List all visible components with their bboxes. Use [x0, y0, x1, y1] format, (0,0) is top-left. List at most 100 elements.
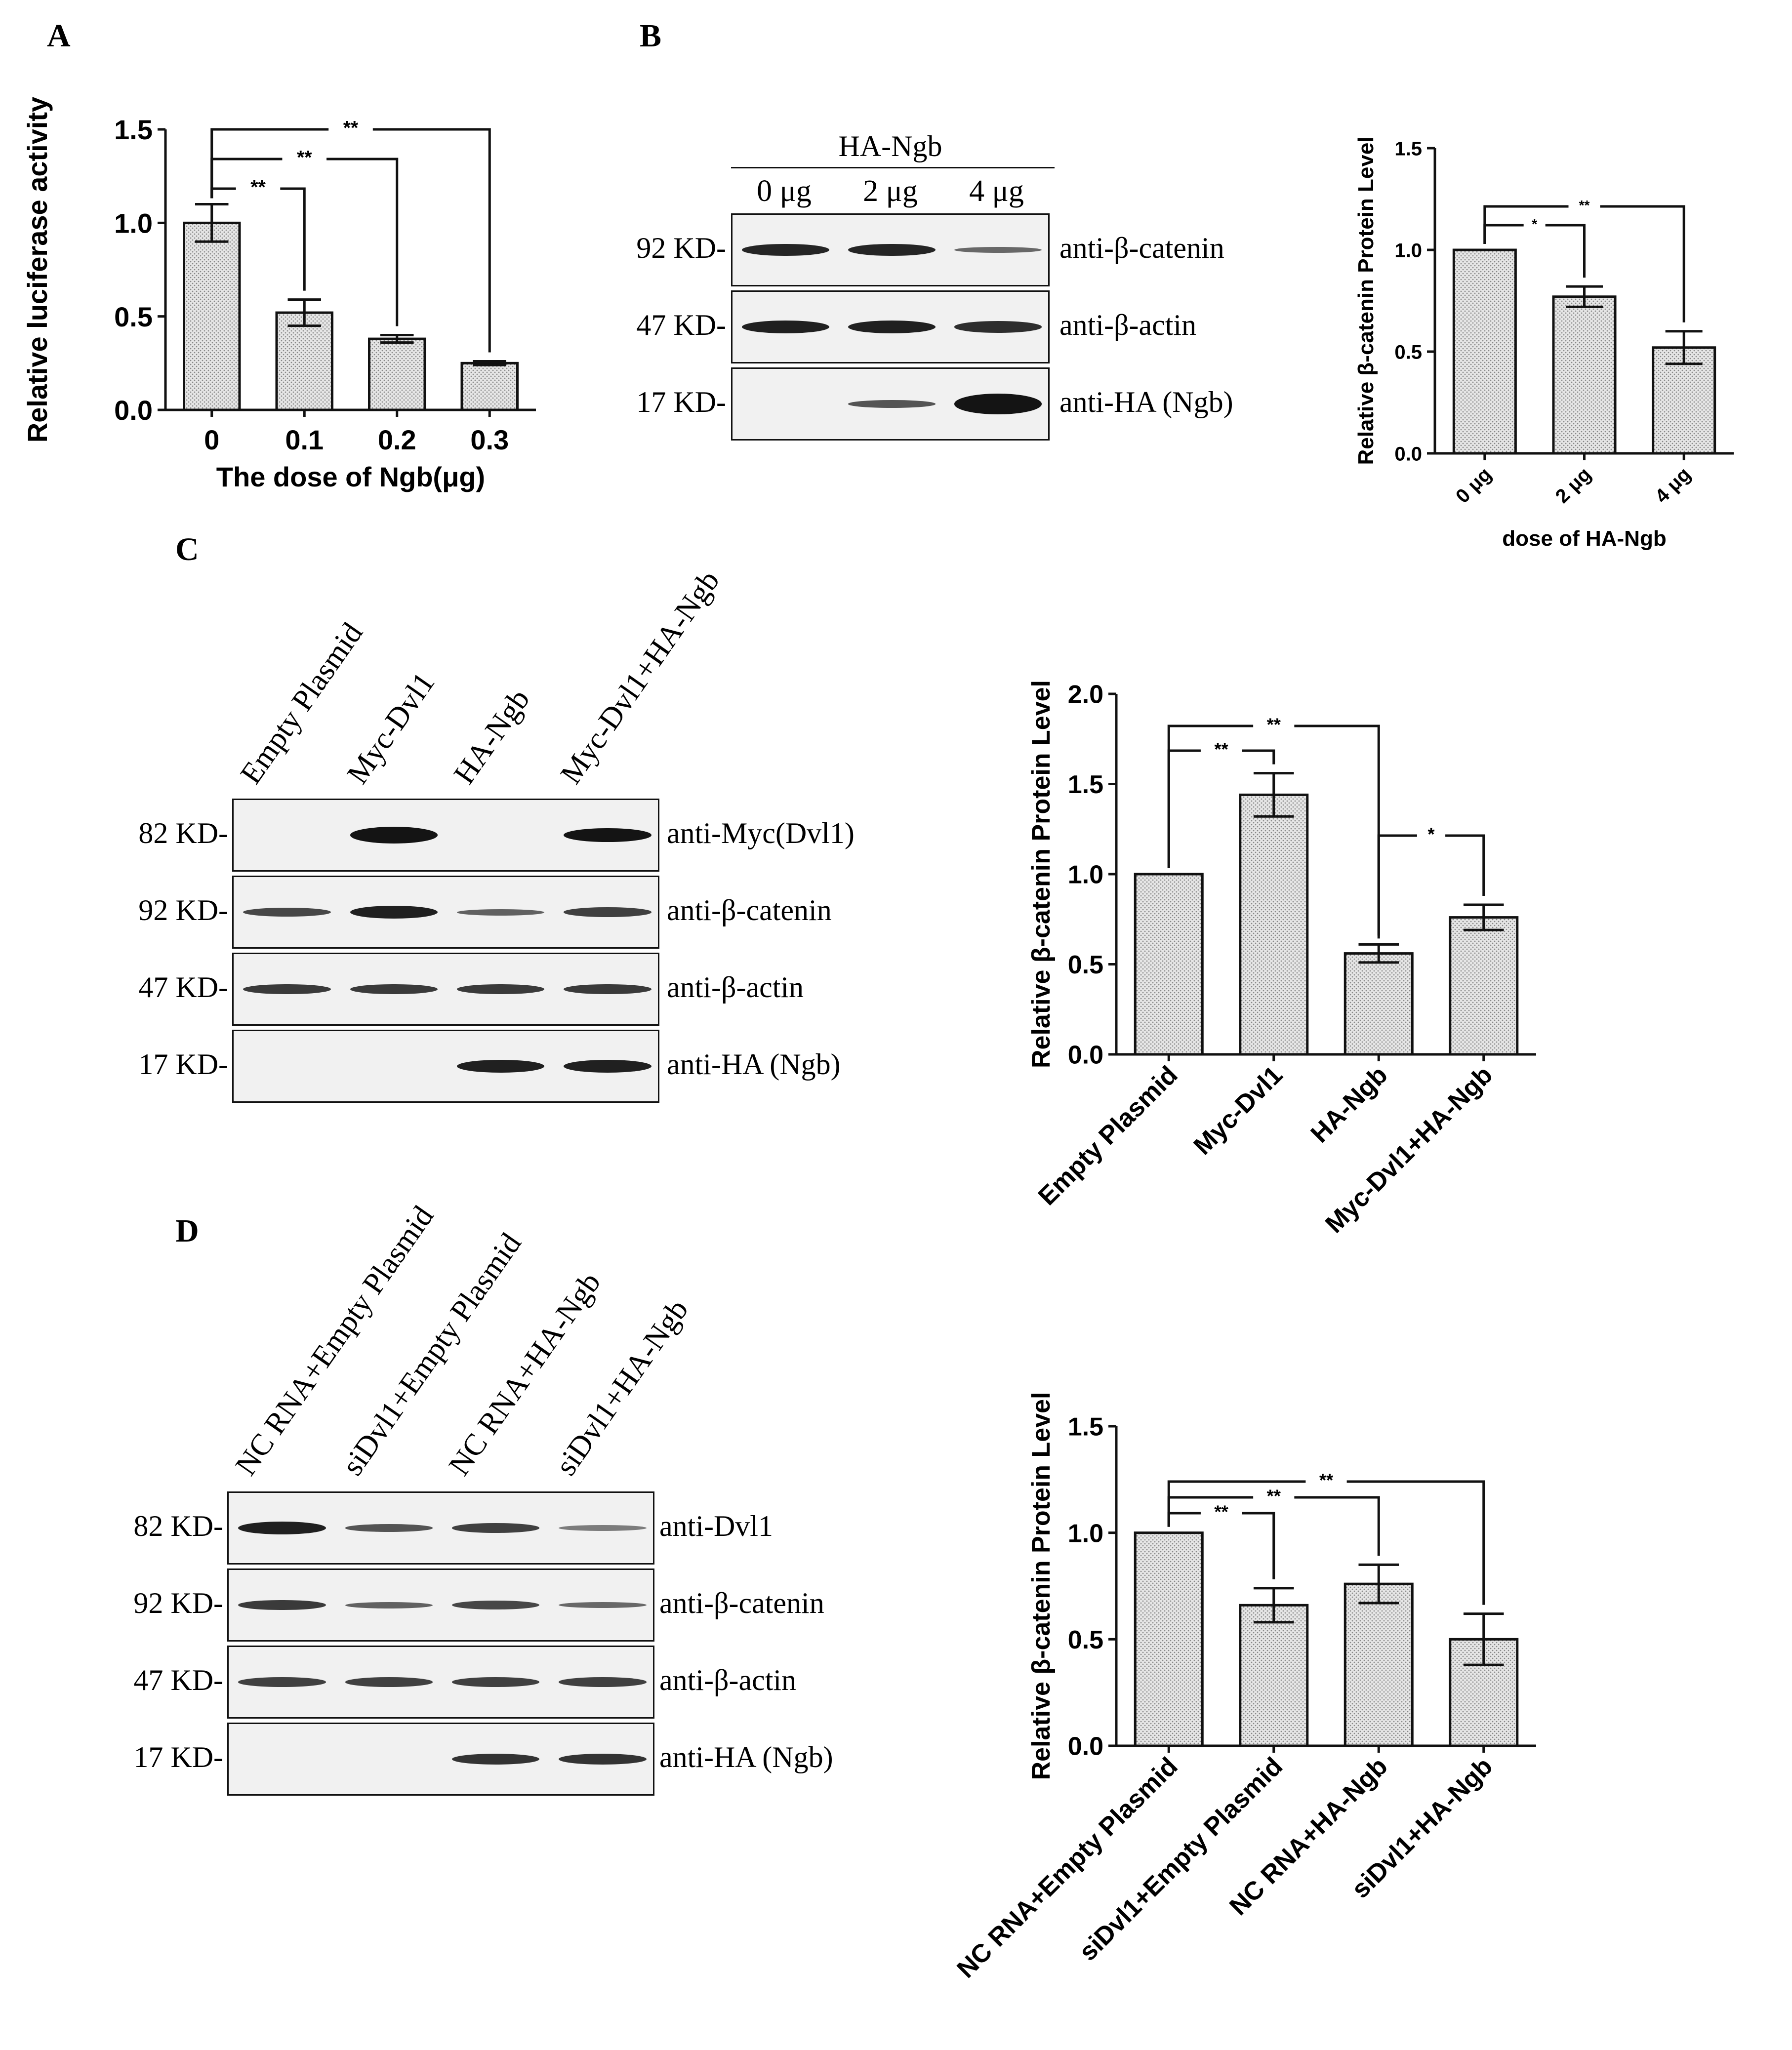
bracket-gap — [1305, 1479, 1347, 1485]
y-tick-label: 1.0 — [1394, 240, 1422, 261]
y-axis-label: Relative luciferase activity — [22, 97, 53, 442]
protein-band — [350, 906, 438, 919]
group-label: HA-Ngb — [838, 130, 942, 162]
y-tick-label: 1.5 — [114, 114, 153, 145]
bracket-gap — [1568, 203, 1600, 209]
significance-label: * — [1427, 824, 1435, 844]
bar — [1452, 248, 1517, 455]
protein-band — [456, 909, 545, 916]
antibody-label: anti-Dvl1 — [659, 1510, 773, 1542]
lane-label: 2 μg — [863, 174, 918, 208]
y-tick-label: 1.5 — [1068, 1413, 1103, 1442]
protein-band — [345, 1677, 433, 1687]
protein-band — [559, 1753, 647, 1765]
bracket-gap — [328, 126, 373, 132]
blot-strip — [232, 876, 659, 949]
y-tick-label: 1.0 — [114, 207, 153, 239]
protein-band — [238, 1600, 326, 1610]
protein-band — [742, 243, 829, 256]
y-tick-label: 1.5 — [1394, 138, 1422, 160]
y-tick-label: 1.5 — [1068, 770, 1103, 799]
significance-label: ** — [1214, 1501, 1228, 1522]
significance-bracket — [210, 128, 491, 353]
protein-band — [451, 1753, 540, 1765]
molecular-weight-label: 82 KD- — [138, 817, 228, 849]
y-axis-label: Relative β-catenin Protein Level — [1027, 1392, 1056, 1780]
significance-label: ** — [1214, 739, 1228, 759]
protein-band — [345, 1524, 433, 1532]
significance-label: * — [1532, 216, 1537, 232]
panel-letter-b: B — [640, 18, 662, 54]
protein-band — [238, 1677, 326, 1687]
molecular-weight-label: 17 KD- — [133, 1741, 223, 1773]
protein-band — [954, 394, 1042, 414]
bar — [1134, 1531, 1204, 1747]
molecular-weight-label: 92 KD- — [636, 232, 726, 264]
protein-band — [954, 321, 1042, 333]
significance-label: ** — [297, 147, 312, 168]
y-axis-label: Relative β-catenin Protein Level — [1027, 680, 1056, 1068]
bar — [275, 311, 333, 411]
x-tick-label: Empty Plasmid — [1033, 1060, 1183, 1211]
x-tick-label: 0.1 — [285, 424, 324, 455]
significance-label: ** — [1267, 714, 1281, 734]
x-axis-label: dose of HA-Ngb — [1502, 526, 1666, 551]
group-underline — [731, 167, 1055, 168]
blot-strip — [232, 953, 659, 1026]
protein-band — [243, 984, 331, 995]
blot-strip — [731, 290, 1050, 363]
protein-band — [559, 1525, 647, 1531]
significance-label: ** — [1319, 1470, 1334, 1490]
bar — [1652, 346, 1716, 455]
blot-strip — [227, 1491, 654, 1565]
protein-band — [564, 984, 652, 995]
bracket-gap — [282, 156, 327, 162]
blot-strip — [731, 213, 1050, 286]
y-tick-label: 1.0 — [1068, 861, 1103, 889]
chart-c: 0.0 0.5 1.0 1.5 2.0 Empty Plasmid Myc-Dvl1 HA-N… — [1027, 680, 1536, 1239]
x-tick-label: siDvl1+Empty Plasmid — [1074, 1752, 1288, 1966]
protein-band — [564, 1060, 652, 1073]
blot-strip — [232, 1030, 659, 1103]
lane-label: 4 μg — [969, 174, 1024, 208]
x-tick-label: 0.3 — [470, 424, 509, 455]
x-tick-label: Myc-Dvl1 — [1188, 1060, 1288, 1160]
antibody-label: anti-HA (Ngb) — [1059, 386, 1233, 418]
antibody-label: anti-β-catenin — [1059, 232, 1224, 264]
molecular-weight-label: 47 KD- — [138, 971, 228, 1004]
blot-strip — [232, 799, 659, 872]
protein-band — [564, 828, 652, 843]
protein-band — [345, 1602, 433, 1608]
protein-band — [238, 1522, 326, 1534]
y-tick-label: 0.0 — [114, 395, 153, 426]
y-tick-label: 0.0 — [1068, 1041, 1103, 1070]
bracket-gap — [1253, 1494, 1295, 1500]
protein-band — [350, 827, 438, 844]
protein-band — [559, 1677, 647, 1687]
protein-band — [451, 1677, 540, 1687]
panel-letter-a: A — [47, 18, 71, 54]
molecular-weight-label: 17 KD- — [138, 1048, 228, 1081]
y-axis-label: Relative β-catenin Protein Level — [1354, 136, 1378, 465]
bar — [368, 337, 426, 411]
protein-band — [848, 321, 936, 333]
molecular-weight-label: 82 KD- — [133, 1510, 223, 1542]
x-tick-label: 4 μg — [1651, 463, 1695, 507]
y-tick-label: 2.0 — [1068, 681, 1103, 709]
x-tick-label: 0 — [204, 424, 219, 455]
molecular-weight-label: 17 KD- — [636, 386, 726, 418]
molecular-weight-label: 47 KD- — [636, 309, 726, 341]
chart-b: 0.0 0.5 1.0 1.5 0 μg 2 μg 4 μg Relative β-caten… — [1354, 136, 1734, 551]
bar — [1239, 793, 1309, 1056]
x-tick-label: 0.2 — [378, 424, 416, 455]
bracket-gap — [236, 186, 281, 192]
bracket-gap — [1200, 748, 1242, 754]
bar — [460, 362, 519, 411]
chart-a: 0.0 0.5 1.0 1.5 0 0.1 0.2 0.3 Relative luciferas… — [22, 97, 536, 492]
blot-strip — [731, 367, 1050, 441]
protein-band — [742, 321, 829, 333]
bar — [183, 221, 241, 411]
panel-letter-d: D — [175, 1213, 199, 1249]
x-tick-label: NC RNA+Empty Plasmid — [951, 1752, 1183, 1983]
